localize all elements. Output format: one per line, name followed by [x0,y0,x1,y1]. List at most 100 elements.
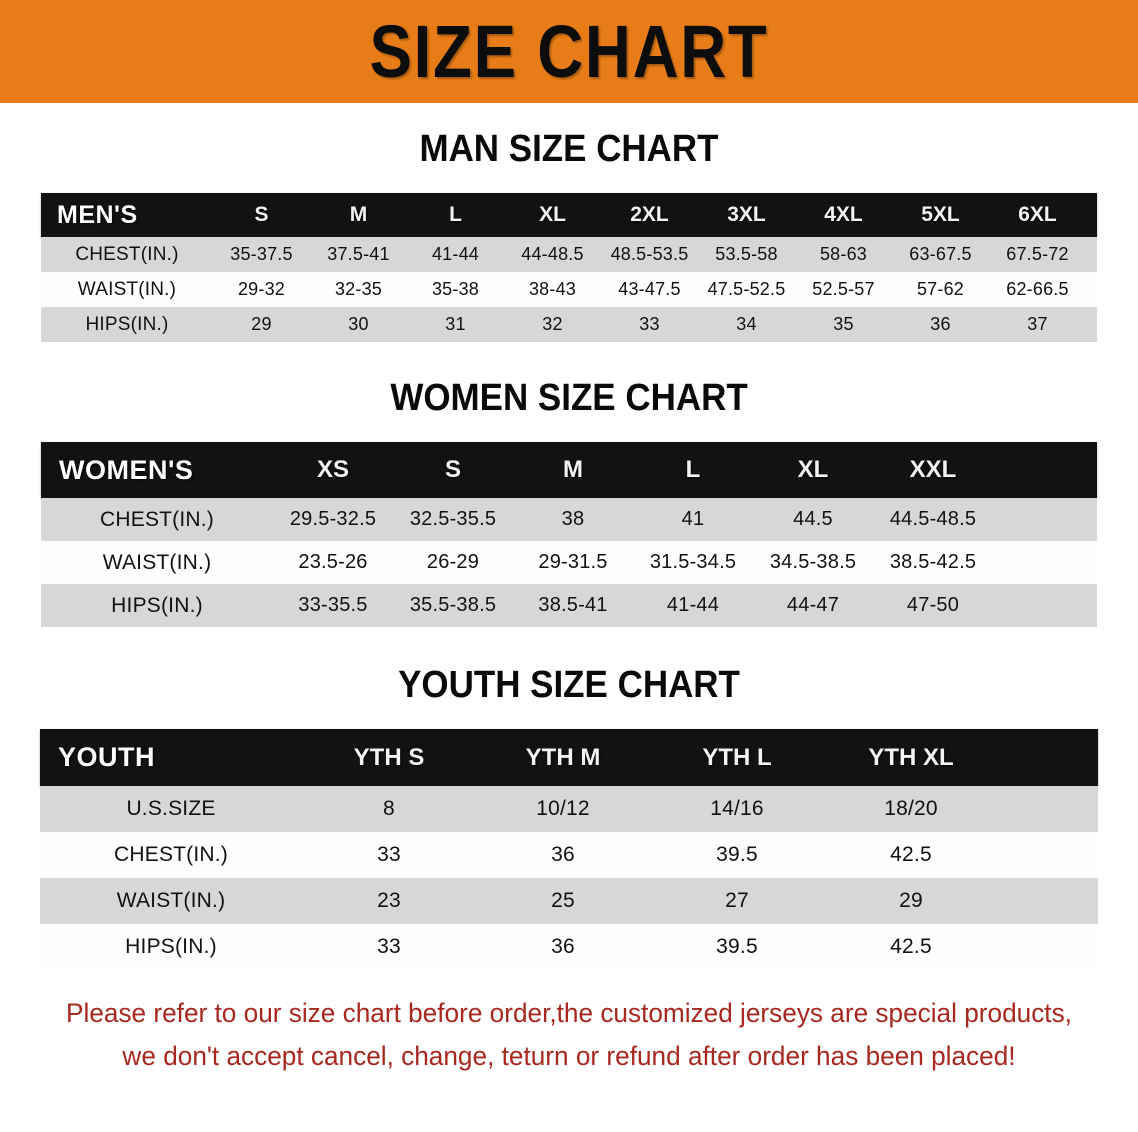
man-section-title: MAN SIZE CHART [419,128,719,170]
youth-chest-m: 36 [551,843,575,866]
women-hips-s: 35.5-38.5 [409,594,497,616]
man-hips-2xl: 33 [639,314,660,334]
women-table-header-row: WOMEN'S XS S M L XL XXL [41,442,1097,498]
disclaimer-line-2: we don't accept cancel, change, teturn o… [122,1041,1016,1071]
women-waist-l: 31.5-34.5 [649,551,737,573]
table-row: CHEST(IN.) 33 36 39.5 42.5 [40,832,1098,878]
man-waist-4xl: 52.5-57 [812,279,875,299]
youth-row-label-us-size: U.S.SIZE [126,797,216,820]
man-hips-l: 31 [445,314,466,334]
man-size-col-3xl: 3XL [727,203,766,226]
youth-hips-m: 36 [551,935,575,958]
youth-hips-l: 39.5 [716,935,758,958]
man-waist-xl: 38-43 [528,279,577,299]
man-hips-s: 29 [251,314,272,334]
man-waist-5xl: 57-62 [916,279,965,299]
women-waist-xs: 23.5-26 [298,551,368,573]
man-hips-3xl: 34 [736,314,757,334]
man-size-col-xl: XL [539,203,566,226]
man-size-col-2xl: 2XL [630,203,669,226]
man-size-col-6xl: 6XL [1018,203,1057,226]
man-row-label-chest: CHEST(IN.) [75,243,179,265]
man-size-table: MEN'S S M L XL 2XL 3XL 4XL 5XL 6XL CHEST… [41,193,1097,342]
table-row: HIPS(IN.) 33-35.5 35.5-38.5 38.5-41 41-4… [41,584,1097,627]
man-hips-xl: 32 [542,314,563,334]
table-row: WAIST(IN.) 23.5-26 26-29 29-31.5 31.5-34… [41,541,1097,584]
table-row: WAIST(IN.) 23 25 27 29 [40,878,1098,924]
man-waist-s: 29-32 [237,279,286,299]
women-size-col-xxl: XXL [909,456,957,483]
youth-waist-s: 23 [377,889,401,912]
women-chest-xl: 44.5 [793,508,833,530]
women-row-label-chest: CHEST(IN.) [100,507,214,531]
spacer [0,705,1138,729]
women-hips-xl: 44-47 [786,594,840,616]
man-hips-4xl: 35 [833,314,854,334]
youth-chest-l: 39.5 [716,843,758,866]
women-row-label-hips: HIPS(IN.) [111,593,203,617]
women-chest-l: 41 [681,508,705,530]
table-row: CHEST(IN.) 29.5-32.5 32.5-35.5 38 41 44.… [41,498,1097,541]
youth-ussize-xl: 18/20 [884,797,938,820]
youth-header-label: YOUTH [58,742,155,772]
man-chest-xl: 44-48.5 [521,244,584,264]
youth-size-col-l: YTH L [702,743,772,771]
man-waist-6xl: 62-66.5 [1006,279,1069,299]
size-chart-page: SIZE CHART MAN SIZE CHART MEN'S S M L XL… [0,0,1138,1078]
man-chest-5xl: 63-67.5 [909,244,972,264]
man-chest-3xl: 53.5-58 [715,244,778,264]
women-chest-m: 38 [561,508,585,530]
youth-ussize-s: 8 [383,797,395,820]
youth-section-title: YOUTH SIZE CHART [398,664,740,706]
table-row: CHEST(IN.) 35-37.5 37.5-41 41-44 44-48.5… [41,237,1097,272]
man-waist-l: 35-38 [431,279,480,299]
women-row-label-waist: WAIST(IN.) [102,550,212,574]
spacer [0,418,1138,442]
man-hips-m: 30 [348,314,369,334]
table-row: WAIST(IN.) 29-32 32-35 35-38 38-43 43-47… [41,272,1097,307]
man-row-label-waist: WAIST(IN.) [77,278,177,300]
women-waist-m: 29-31.5 [538,551,608,573]
man-chest-l: 41-44 [431,244,480,264]
women-header-label: WOMEN'S [59,454,194,485]
youth-row-label-hips: HIPS(IN.) [125,935,217,958]
women-waist-s: 26-29 [426,551,480,573]
man-header-label: MEN'S [57,200,138,229]
women-size-col-s: S [444,456,461,483]
man-waist-2xl: 43-47.5 [618,279,681,299]
women-hips-xxl: 47-50 [906,594,960,616]
women-size-col-m: M [563,456,583,483]
youth-hips-xl: 42.5 [890,935,932,958]
youth-table-header-row: YOUTH YTH S YTH M YTH L YTH XL [40,729,1098,786]
women-size-col-l: L [685,456,701,483]
women-size-col-xl: XL [797,456,829,483]
women-size-col-xs: XS [316,456,349,483]
man-size-col-4xl: 4XL [824,203,863,226]
spacer [0,169,1138,193]
man-size-col-5xl: 5XL [921,203,960,226]
man-hips-6xl: 37 [1027,314,1048,334]
order-disclaimer: Please refer to our size chart before or… [55,992,1083,1078]
youth-hips-s: 33 [377,935,401,958]
youth-chest-s: 33 [377,843,401,866]
women-waist-xxl: 38.5-42.5 [889,551,977,573]
youth-row-label-chest: CHEST(IN.) [114,843,228,866]
youth-chest-xl: 42.5 [890,843,932,866]
youth-size-table: YOUTH YTH S YTH M YTH L YTH XL U.S.SIZE … [40,729,1098,970]
youth-waist-xl: 29 [899,889,923,912]
youth-row-label-waist: WAIST(IN.) [116,889,226,912]
youth-waist-l: 27 [725,889,749,912]
man-size-col-s: S [254,203,269,226]
youth-ussize-l: 14/16 [710,797,764,820]
women-size-table: WOMEN'S XS S M L XL XXL CHEST(IN.) 29.5-… [41,442,1097,627]
table-row: HIPS(IN.) 29 30 31 32 33 34 35 36 37 [41,307,1097,342]
women-chest-xxl: 44.5-48.5 [889,508,977,530]
youth-ussize-m: 10/12 [536,797,590,820]
women-chest-s: 32.5-35.5 [409,508,497,530]
man-size-col-l: L [449,203,462,226]
man-chest-m: 37.5-41 [327,244,390,264]
table-row: HIPS(IN.) 33 36 39.5 42.5 [40,924,1098,970]
table-row: U.S.SIZE 8 10/12 14/16 18/20 [40,786,1098,832]
man-chest-4xl: 58-63 [819,244,868,264]
man-waist-3xl: 47.5-52.5 [707,279,786,299]
